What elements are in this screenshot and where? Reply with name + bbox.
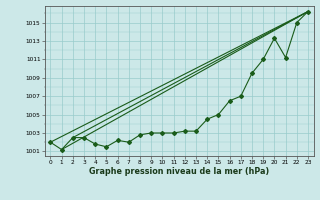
X-axis label: Graphe pression niveau de la mer (hPa): Graphe pression niveau de la mer (hPa) — [89, 167, 269, 176]
